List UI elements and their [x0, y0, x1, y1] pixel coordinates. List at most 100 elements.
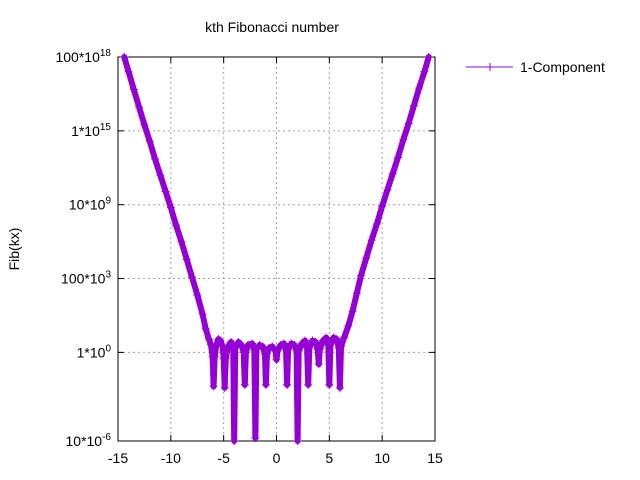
data-point	[344, 321, 353, 330]
data-point	[336, 342, 345, 351]
y-ticks: 10*10-6 1*100 100*103 10*109 1*1015 100*1018	[55, 48, 435, 449]
data-point	[251, 434, 260, 443]
data-point	[261, 380, 270, 389]
data-point	[378, 202, 387, 211]
data-point	[248, 339, 257, 348]
y-tick-label: 1*100	[77, 343, 112, 360]
data-point	[187, 273, 196, 282]
data-point	[124, 67, 133, 76]
y-tick-label: 10*10-6	[66, 432, 112, 449]
data-point	[399, 135, 408, 144]
data-point	[294, 346, 303, 355]
data-point	[287, 339, 296, 348]
data-point	[255, 341, 264, 349]
data-point	[198, 309, 207, 318]
data-point	[262, 349, 271, 358]
data-point	[301, 336, 310, 345]
data-point	[332, 335, 341, 344]
legend: 1-Component	[466, 59, 605, 75]
data-point	[135, 103, 144, 112]
data-point	[420, 67, 429, 76]
y-tick-label: 10*109	[69, 196, 112, 213]
data-point	[322, 333, 331, 342]
data-point	[156, 171, 165, 180]
data-point	[221, 354, 230, 363]
data-point	[172, 221, 181, 230]
data-point	[283, 380, 292, 389]
y-tick-label: 1*1015	[71, 122, 111, 139]
grid	[118, 57, 435, 441]
x-tick-label: -5	[217, 450, 230, 466]
data-point	[372, 219, 381, 228]
data-point	[340, 333, 349, 342]
data-point	[182, 255, 191, 264]
legend-label-series-0: 1-Component	[520, 59, 605, 75]
data-point	[315, 345, 324, 354]
data-point	[326, 341, 335, 349]
data-point	[210, 352, 219, 361]
data-point	[241, 348, 250, 357]
data-point	[268, 342, 277, 351]
x-ticks: -15 -10 -5 0 5 10 15	[108, 57, 443, 466]
data-point	[193, 290, 202, 299]
data-point	[348, 307, 357, 316]
x-tick-label: 0	[273, 450, 281, 466]
data-point	[166, 203, 175, 212]
data-point	[276, 341, 285, 349]
data-point	[357, 271, 366, 280]
data-point	[212, 341, 221, 349]
data-point	[329, 333, 338, 342]
series-group	[120, 53, 433, 445]
data-point	[352, 289, 361, 298]
data-point	[120, 53, 129, 61]
data-point	[314, 360, 323, 369]
data-point	[404, 119, 413, 128]
x-tick-label: 10	[374, 450, 390, 466]
data-point	[209, 382, 218, 391]
data-point	[394, 153, 403, 162]
y-axis-label: Fib(kx)	[6, 228, 22, 271]
data-point	[161, 187, 170, 196]
data-point	[129, 85, 138, 94]
data-point	[258, 342, 267, 351]
data-point	[231, 343, 240, 352]
data-point	[220, 383, 229, 392]
data-point	[265, 343, 274, 352]
data-point	[290, 341, 299, 349]
data-point	[367, 236, 376, 245]
data-point	[409, 101, 418, 110]
data-point	[284, 345, 293, 354]
y-tick-label: 100*1018	[55, 48, 111, 65]
data-point	[325, 380, 334, 389]
data-point	[252, 345, 261, 354]
data-point	[334, 343, 343, 352]
data-point	[424, 53, 433, 61]
data-point	[140, 120, 149, 129]
y-tick-label: 100*103	[61, 270, 111, 287]
data-point	[240, 380, 249, 389]
data-point	[273, 346, 282, 355]
series-line-core-0	[123, 56, 430, 442]
x-tick-label: -10	[161, 450, 181, 466]
data-point	[279, 339, 288, 348]
data-point	[223, 342, 232, 351]
data-point	[308, 336, 317, 345]
data-point	[201, 324, 210, 333]
chart-title: kth Fibonacci number	[205, 19, 339, 35]
data-point	[272, 355, 281, 364]
data-point	[293, 437, 302, 445]
data-point	[204, 335, 213, 344]
data-point	[335, 383, 344, 392]
data-point	[415, 84, 424, 93]
data-point	[383, 185, 392, 194]
data-point	[216, 336, 225, 345]
data-point	[304, 380, 313, 389]
data-point	[177, 237, 186, 246]
data-point	[227, 338, 236, 347]
data-point	[230, 437, 239, 445]
data-point	[388, 169, 397, 178]
x-tick-label: -15	[108, 450, 128, 466]
x-tick-label: 15	[427, 450, 443, 466]
data-point	[243, 341, 252, 349]
